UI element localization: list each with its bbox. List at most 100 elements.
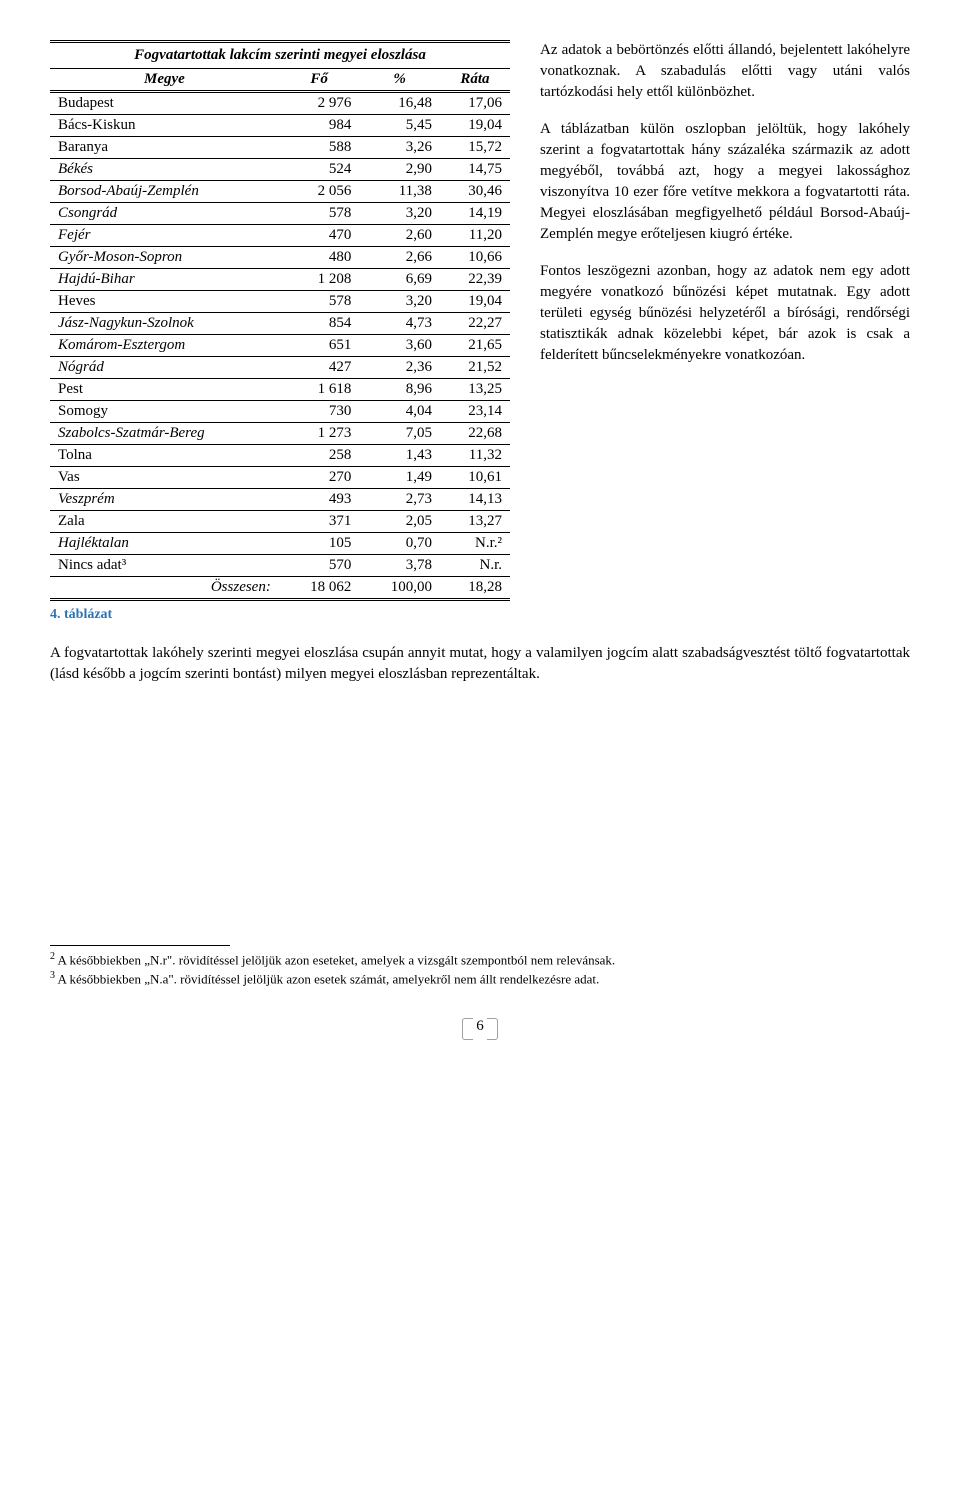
- para-2: A táblázatban külön oszlopban jelöltük, …: [540, 119, 910, 245]
- para-3: Fontos leszögezni azonban, hogy az adato…: [540, 261, 910, 366]
- cell-rata: 14,19: [440, 203, 510, 225]
- cell-pct: 2,73: [359, 489, 440, 511]
- table-row: Baranya5883,2615,72: [50, 137, 510, 159]
- cell-name: Hajléktalan: [50, 533, 279, 555]
- cell-pct: 3,78: [359, 555, 440, 577]
- table-row: Bács-Kiskun9845,4519,04: [50, 115, 510, 137]
- cell-fo: 480: [279, 247, 360, 269]
- cell-rata: 23,14: [440, 401, 510, 423]
- cell-fo: 2 976: [279, 92, 360, 115]
- cell-name: Borsod-Abaúj-Zemplén: [50, 181, 279, 203]
- cell-pct: 0,70: [359, 533, 440, 555]
- cell-pct: 8,96: [359, 379, 440, 401]
- cell-pct: 4,73: [359, 313, 440, 335]
- cell-rata: 17,06: [440, 92, 510, 115]
- table-container: Fogvatartottak lakcím szerinti megyei el…: [50, 40, 510, 623]
- cell-name: Fejér: [50, 225, 279, 247]
- cell-fo: 1 618: [279, 379, 360, 401]
- cell-fo: 570: [279, 555, 360, 577]
- cell-rata: N.r.²: [440, 533, 510, 555]
- cell-name: Jász-Nagykun-Szolnok: [50, 313, 279, 335]
- table-row: Békés5242,9014,75: [50, 159, 510, 181]
- cell-rata: 21,65: [440, 335, 510, 357]
- cell-rata: 13,25: [440, 379, 510, 401]
- cell-fo: 524: [279, 159, 360, 181]
- cell-fo: 493: [279, 489, 360, 511]
- cell-rata: 19,04: [440, 291, 510, 313]
- table-row: Tolna2581,4311,32: [50, 445, 510, 467]
- county-table: Fogvatartottak lakcím szerinti megyei el…: [50, 40, 510, 601]
- cell-pct: 3,20: [359, 203, 440, 225]
- cell-fo: 578: [279, 203, 360, 225]
- cell-fo: 651: [279, 335, 360, 357]
- table-row: Jász-Nagykun-Szolnok8544,7322,27: [50, 313, 510, 335]
- cell-fo: 427: [279, 357, 360, 379]
- cell-rata: 14,13: [440, 489, 510, 511]
- total-fo: 18 062: [279, 577, 360, 600]
- table-row: Nincs adat³5703,78N.r.: [50, 555, 510, 577]
- footnote-3: 3 A későbbiekben „N.a". rövidítéssel jel…: [50, 969, 910, 988]
- table-row: Fejér4702,6011,20: [50, 225, 510, 247]
- cell-fo: 730: [279, 401, 360, 423]
- table-title: Fogvatartottak lakcím szerinti megyei el…: [50, 42, 510, 69]
- table-row: Veszprém4932,7314,13: [50, 489, 510, 511]
- cell-rata: 30,46: [440, 181, 510, 203]
- cell-rata: 19,04: [440, 115, 510, 137]
- footnote-separator: [50, 945, 230, 946]
- total-label: Összesen:: [50, 577, 279, 600]
- cell-name: Somogy: [50, 401, 279, 423]
- body-paragraph: A fogvatartottak lakóhely szerinti megye…: [50, 643, 910, 685]
- col-fo: Fő: [279, 69, 360, 92]
- cell-pct: 1,43: [359, 445, 440, 467]
- table-row: Szabolcs-Szatmár-Bereg1 2737,0522,68: [50, 423, 510, 445]
- table-row: Zala3712,0513,27: [50, 511, 510, 533]
- cell-name: Szabolcs-Szatmár-Bereg: [50, 423, 279, 445]
- para-1: Az adatok a bebörtönzés előtti állandó, …: [540, 40, 910, 103]
- cell-rata: 10,61: [440, 467, 510, 489]
- cell-fo: 854: [279, 313, 360, 335]
- cell-pct: 11,38: [359, 181, 440, 203]
- cell-name: Nincs adat³: [50, 555, 279, 577]
- table-row: Heves5783,2019,04: [50, 291, 510, 313]
- cell-rata: 21,52: [440, 357, 510, 379]
- cell-rata: 22,68: [440, 423, 510, 445]
- footnotes: 2 A későbbiekben „N.r". rövidítéssel jel…: [50, 950, 910, 988]
- cell-name: Heves: [50, 291, 279, 313]
- cell-rata: 11,32: [440, 445, 510, 467]
- cell-fo: 1 273: [279, 423, 360, 445]
- cell-name: Pest: [50, 379, 279, 401]
- col-megye: Megye: [50, 69, 279, 92]
- cell-name: Nógrád: [50, 357, 279, 379]
- cell-name: Békés: [50, 159, 279, 181]
- cell-name: Hajdú-Bihar: [50, 269, 279, 291]
- cell-name: Veszprém: [50, 489, 279, 511]
- table-row: Győr-Moson-Sopron4802,6610,66: [50, 247, 510, 269]
- page-number: 6: [462, 1018, 498, 1035]
- cell-pct: 2,05: [359, 511, 440, 533]
- cell-rata: 22,39: [440, 269, 510, 291]
- table-row: Pest1 6188,9613,25: [50, 379, 510, 401]
- cell-name: Csongrád: [50, 203, 279, 225]
- col-pct: %: [359, 69, 440, 92]
- cell-name: Vas: [50, 467, 279, 489]
- col-rata: Ráta: [440, 69, 510, 92]
- cell-rata: 13,27: [440, 511, 510, 533]
- table-row: Budapest2 97616,4817,06: [50, 92, 510, 115]
- table-row: Borsod-Abaúj-Zemplén2 05611,3830,46: [50, 181, 510, 203]
- cell-pct: 4,04: [359, 401, 440, 423]
- cell-fo: 588: [279, 137, 360, 159]
- cell-rata: N.r.: [440, 555, 510, 577]
- cell-rata: 10,66: [440, 247, 510, 269]
- cell-pct: 2,36: [359, 357, 440, 379]
- cell-name: Bács-Kiskun: [50, 115, 279, 137]
- cell-fo: 470: [279, 225, 360, 247]
- cell-pct: 3,60: [359, 335, 440, 357]
- table-row: Vas2701,4910,61: [50, 467, 510, 489]
- cell-rata: 11,20: [440, 225, 510, 247]
- cell-pct: 16,48: [359, 92, 440, 115]
- cell-fo: 371: [279, 511, 360, 533]
- table-row: Somogy7304,0423,14: [50, 401, 510, 423]
- cell-name: Zala: [50, 511, 279, 533]
- cell-fo: 270: [279, 467, 360, 489]
- cell-fo: 258: [279, 445, 360, 467]
